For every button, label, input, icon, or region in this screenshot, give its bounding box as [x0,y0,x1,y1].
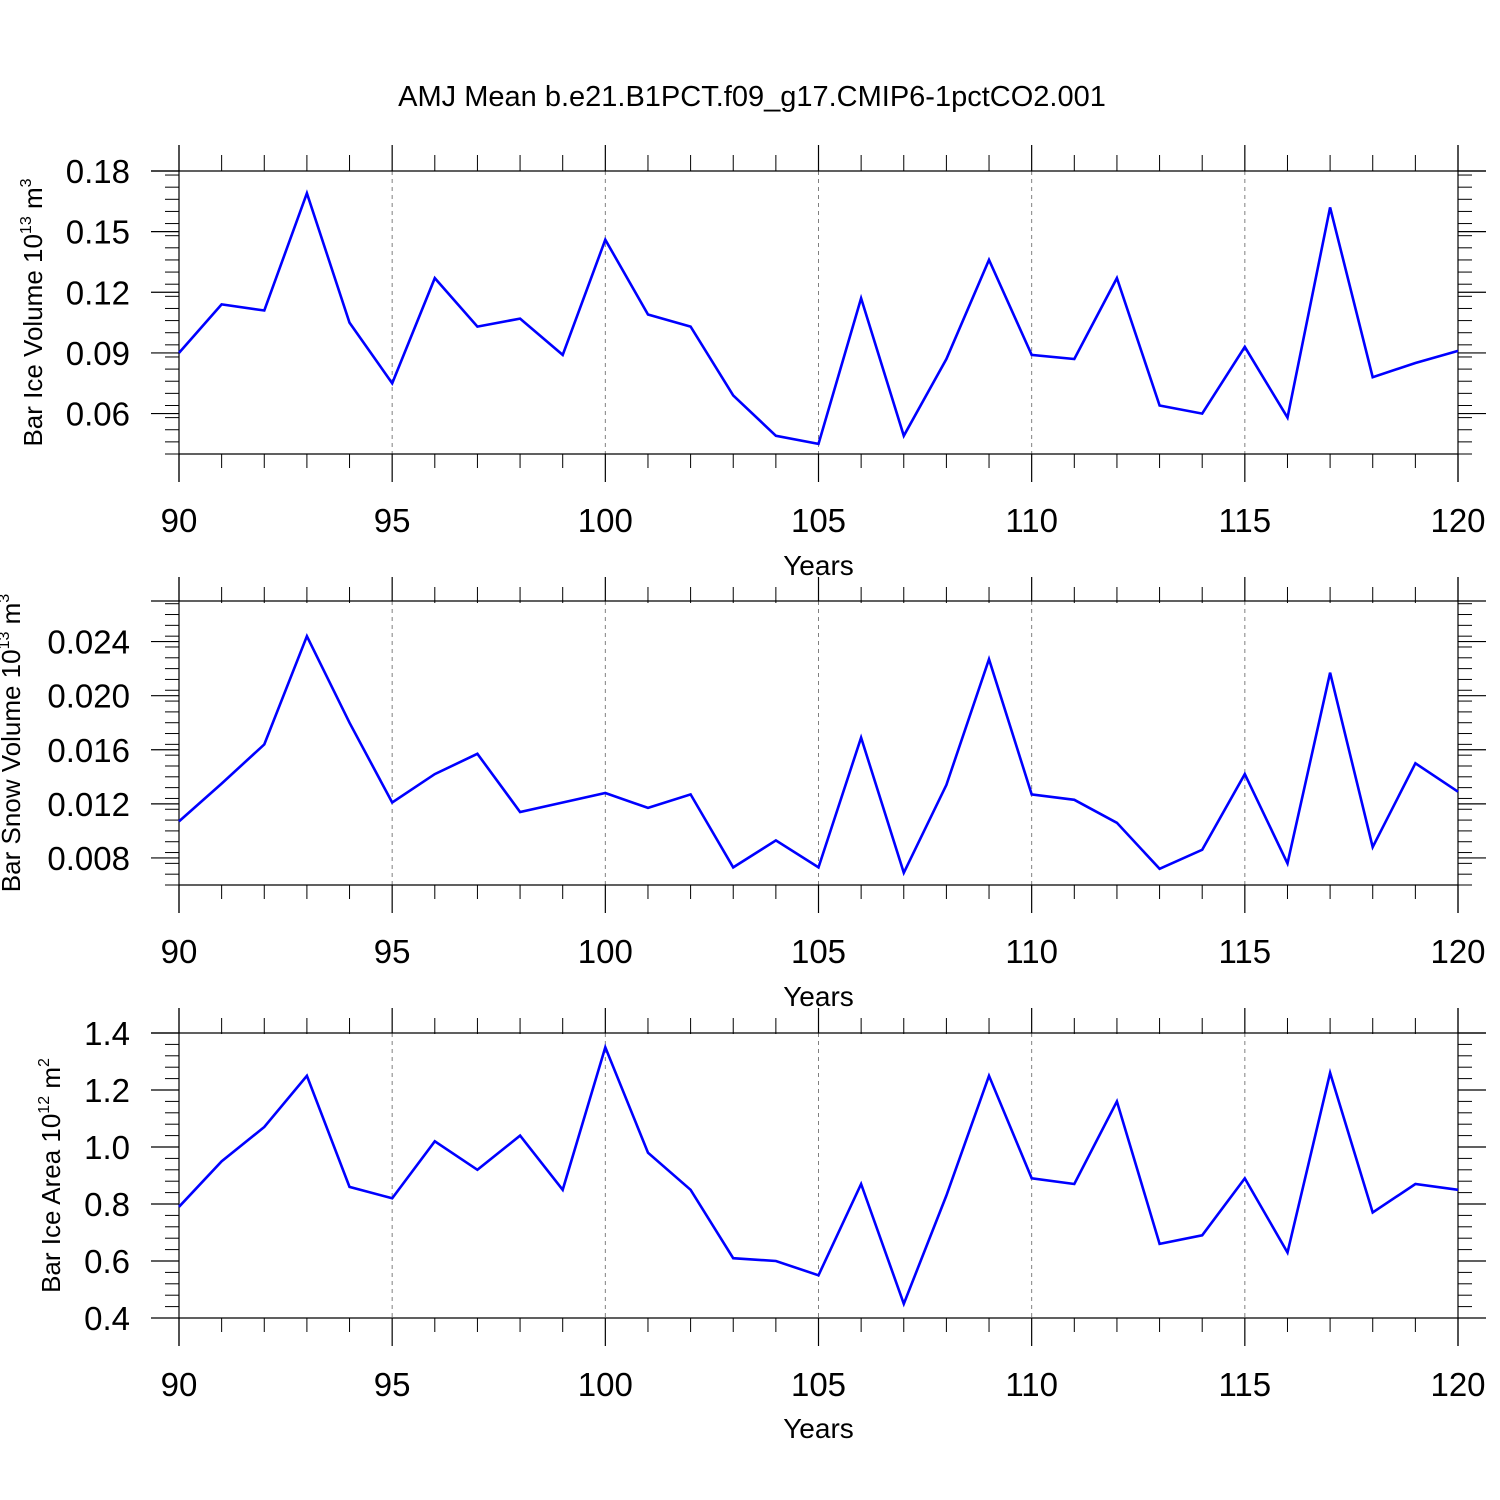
y-tick-label: 0.6 [84,1243,130,1280]
x-tick-label: 120 [1430,933,1485,970]
x-tick-label: 120 [1430,502,1485,539]
x-tick-label: 115 [1219,1366,1272,1403]
x-axis-label: Years [783,550,854,581]
x-tick-label: 95 [374,502,411,539]
series-line [178,1043,1459,1308]
y-tick-label: 0.020 [47,678,130,715]
y-tick-label: 0.016 [47,732,130,769]
x-axis-label: Years [783,1413,854,1444]
panel-bar-snow-volume: 90 95 100 105 110 115 120 Years 0.008 0.012 0.016 0… [0,577,1486,1012]
x-tick-label: 90 [161,1366,198,1403]
x-tick-label: 90 [161,933,198,970]
y-axis-label: Bar Ice Area 1012 m2 [36,1058,66,1293]
x-tick-label: 120 [1430,1366,1485,1403]
x-tick-label: 100 [578,502,633,539]
x-tick-label: 90 [161,502,198,539]
y-tick-label: 0.8 [84,1186,130,1223]
y-tick-label: 0.15 [66,214,130,251]
x-tick-label: 95 [374,1366,411,1403]
y-tick-label: 1.0 [84,1129,130,1166]
y-tick-label: 0.4 [84,1300,130,1337]
series-line [178,632,1459,877]
x-tick-label: 105 [791,933,846,970]
y-axis-label: Bar Ice Volume 1013 m3 [18,178,48,446]
x-tick-label: 100 [578,933,633,970]
x-tick-label: 100 [578,1366,633,1403]
y-tick-label: 0.18 [66,153,130,190]
x-tick-label: 105 [791,502,846,539]
y-tick-label: 0.12 [66,274,130,311]
x-tick-label: 110 [1005,933,1058,970]
x-tick-label: 95 [374,933,411,970]
y-tick-label: 0.09 [66,335,130,372]
x-tick-label: 110 [1005,1366,1058,1403]
chart-title: AMJ Mean b.e21.B1PCT.f09_g17.CMIP6-1pctC… [398,81,1106,113]
x-tick-label: 110 [1005,502,1058,539]
y-tick-label: 0.012 [47,786,130,823]
y-axis-label: Bar Snow Volume 1013 m3 [0,594,26,893]
y-tick-label: 1.2 [84,1072,130,1109]
x-tick-label: 115 [1219,933,1272,970]
x-tick-label: 105 [791,1366,846,1403]
y-tick-label: 0.024 [47,624,130,661]
x-axis-label: Years [783,981,854,1012]
y-tick-label: 1.4 [84,1015,130,1052]
y-tick-label: 0.008 [47,840,130,877]
panel-bar-ice-volume: 90 95 100 105 110 115 120 Years 0.06 0.09 0.12 0.15… [18,145,1486,581]
panel-bar-ice-area: 90 95 100 105 110 115 120 Years 0.4 0.6 0.8 1.0 1.2 1… [36,1008,1486,1444]
y-tick-label: 0.06 [66,396,130,433]
x-tick-label: 115 [1219,502,1272,539]
